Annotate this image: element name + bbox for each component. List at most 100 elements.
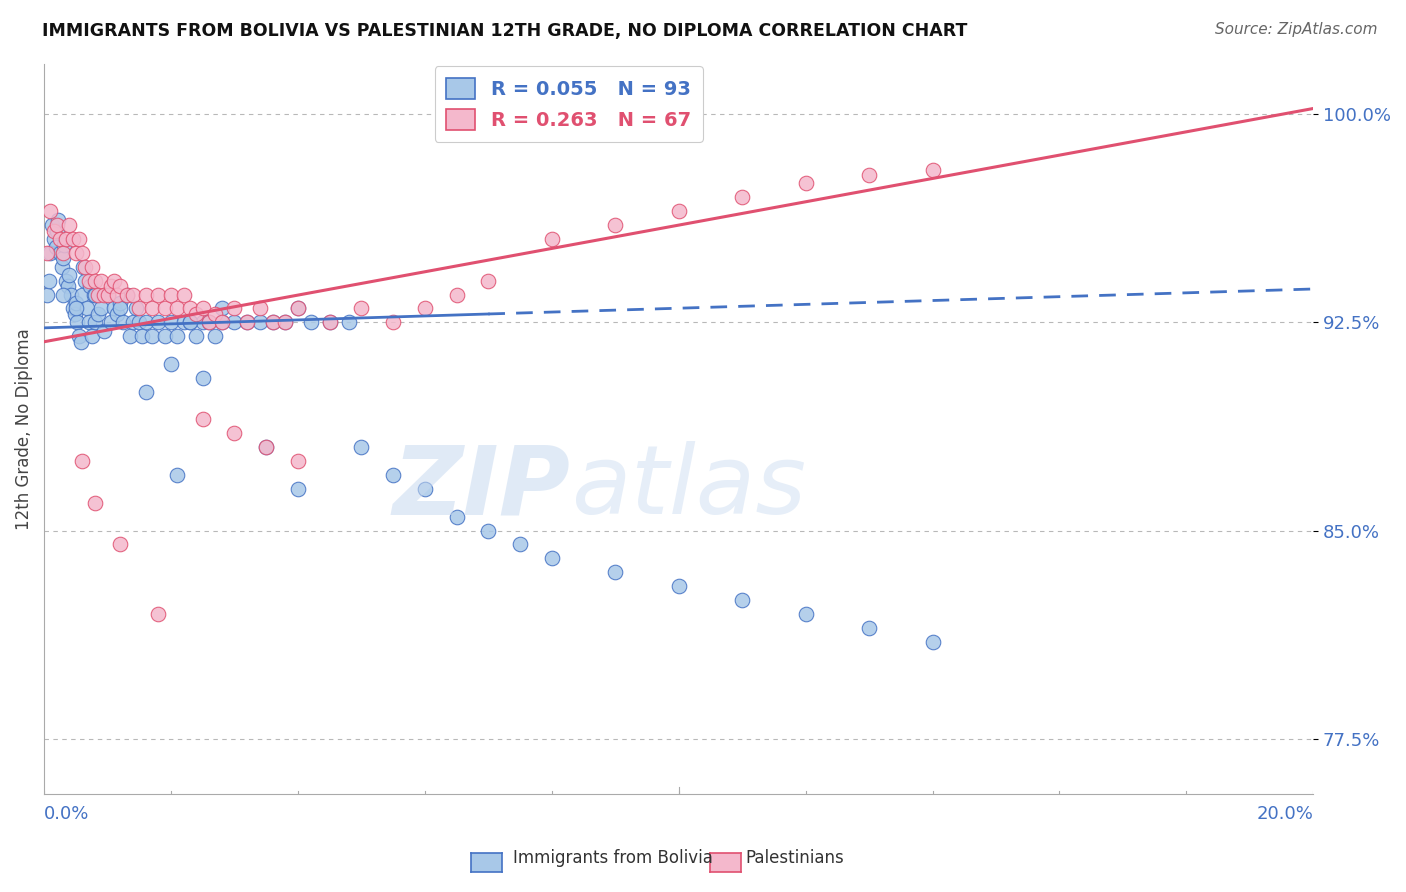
Point (446, 509, 468, 524)
Point (318, 315, 340, 329)
Point (103, 301, 125, 316)
Point (77, 315, 100, 329)
Point (249, 301, 271, 316)
Point (49, 246, 72, 260)
Point (122, 287, 145, 301)
Point (236, 315, 259, 329)
Point (141, 301, 163, 316)
Point (83, 496, 105, 510)
Point (224, 301, 246, 316)
Point (70, 246, 93, 260)
Point (93, 324, 115, 338)
Point (350, 301, 373, 316)
Point (59, 287, 82, 301)
Point (254, 440, 277, 454)
Point (105, 287, 128, 301)
Point (97, 287, 120, 301)
Point (128, 315, 150, 329)
Point (794, 607, 817, 621)
Text: ZIP: ZIP (392, 442, 571, 534)
Point (211, 301, 233, 316)
Point (477, 524, 499, 538)
Point (540, 232, 562, 246)
Point (287, 482, 309, 496)
Point (204, 307, 226, 321)
Point (125, 301, 148, 316)
Text: Palestinians: Palestinians (745, 849, 844, 867)
Point (122, 315, 145, 329)
Point (446, 287, 468, 301)
Point (39, 204, 62, 219)
Point (287, 301, 309, 316)
Point (42, 224, 65, 238)
Point (605, 218, 627, 232)
Point (65, 301, 87, 316)
Point (58, 268, 80, 282)
Point (52, 246, 75, 260)
Point (83, 274, 105, 288)
Point (62, 301, 84, 316)
Point (382, 315, 405, 329)
Point (131, 329, 153, 343)
Point (605, 566, 627, 580)
Point (274, 315, 297, 329)
Point (72, 260, 94, 274)
Point (37, 246, 59, 260)
Point (160, 357, 183, 371)
Point (858, 621, 880, 635)
Point (83, 315, 105, 329)
Point (299, 315, 322, 329)
Point (731, 593, 754, 607)
Point (509, 537, 531, 551)
Point (166, 329, 188, 343)
Point (141, 329, 163, 343)
Point (52, 252, 75, 266)
Point (77, 274, 100, 288)
Point (76, 301, 98, 316)
Point (67, 232, 90, 246)
Point (38, 274, 60, 288)
Point (118, 329, 141, 343)
Point (148, 607, 170, 621)
Point (211, 315, 233, 329)
Point (166, 301, 188, 316)
Point (160, 315, 183, 329)
Point (75, 274, 97, 288)
Point (262, 315, 284, 329)
Point (87, 307, 110, 321)
Point (100, 279, 122, 293)
Point (45, 224, 67, 238)
Point (55, 232, 77, 246)
Point (70, 454, 93, 468)
Point (83, 287, 105, 301)
Point (224, 315, 246, 329)
Point (186, 329, 208, 343)
Point (858, 168, 880, 182)
Point (477, 274, 499, 288)
Point (70, 334, 93, 349)
Point (274, 315, 297, 329)
Legend: R = 0.055   N = 93, R = 0.263   N = 67: R = 0.055 N = 93, R = 0.263 N = 67 (434, 67, 703, 142)
Point (287, 301, 309, 316)
Point (191, 301, 214, 316)
Point (37, 287, 59, 301)
Point (135, 287, 157, 301)
Point (46, 212, 69, 227)
Point (65, 296, 87, 310)
Point (112, 315, 135, 329)
Text: Source: ZipAtlas.com: Source: ZipAtlas.com (1215, 22, 1378, 37)
Text: Immigrants from Bolivia: Immigrants from Bolivia (513, 849, 713, 867)
Text: 20.0%: 20.0% (1257, 805, 1313, 823)
Point (179, 301, 201, 316)
Point (382, 468, 405, 483)
Point (668, 579, 690, 593)
Point (191, 315, 214, 329)
Point (254, 440, 277, 454)
Point (115, 287, 138, 301)
Point (166, 468, 188, 483)
Point (191, 412, 214, 426)
Point (413, 301, 436, 316)
Point (110, 537, 132, 551)
Point (198, 315, 221, 329)
Point (318, 315, 340, 329)
